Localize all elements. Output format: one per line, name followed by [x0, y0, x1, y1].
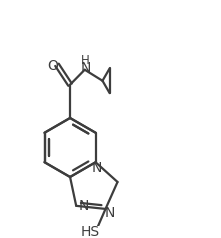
Text: N: N: [91, 161, 102, 175]
Text: N: N: [80, 61, 91, 75]
Text: HS: HS: [81, 225, 100, 238]
Text: N: N: [79, 199, 89, 213]
Text: O: O: [47, 59, 58, 73]
Text: H: H: [81, 54, 90, 67]
Text: N: N: [104, 206, 114, 220]
